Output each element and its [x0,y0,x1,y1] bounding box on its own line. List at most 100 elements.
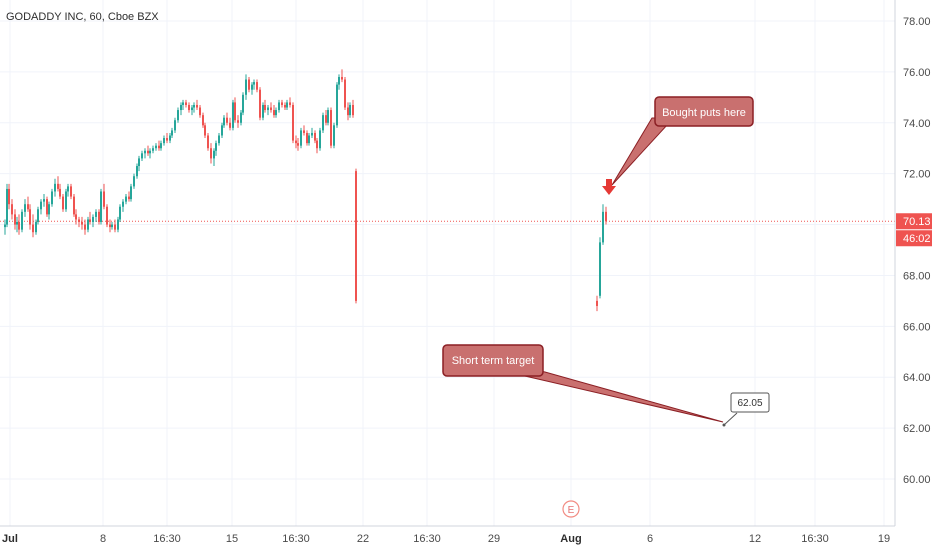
candle [267,104,269,116]
candle-body [330,110,332,146]
candle-body [40,201,42,210]
candle-body [106,206,108,225]
candle-body [308,135,310,144]
candle [599,237,601,299]
candle-body [333,125,335,146]
candle-body [59,188,61,197]
candle-body [4,224,6,228]
candle-body [125,196,127,202]
candle [147,145,149,156]
candle [349,102,351,118]
candle [229,117,231,131]
candle [226,112,228,126]
candle [84,219,86,235]
candle [213,148,215,167]
last-price-label: 70.13 [903,216,931,228]
candle-body [199,107,201,116]
candle [221,122,223,139]
candle-body [196,104,198,108]
x-tick-label: 16:30 [801,533,829,545]
candle-body [92,216,94,223]
candle [27,196,29,212]
candle-body [319,130,321,149]
down-arrow-shaft [606,179,612,186]
candle [251,82,253,95]
candle [149,148,151,159]
candle-body [136,166,138,177]
candle-body [51,191,53,205]
candle-body [180,104,182,111]
candle-body [182,102,184,105]
candle-body [130,186,132,200]
candle-body [43,199,45,202]
candle [295,135,297,149]
candle-body [207,135,209,149]
candle-body [297,143,299,146]
earnings-marker-icon: E [562,500,580,518]
candle [100,188,102,225]
candle-body [223,117,225,126]
candle-body [338,76,340,85]
candle-body [163,138,165,144]
candle-body [141,153,143,159]
candle [35,219,37,235]
candle-body [270,107,272,111]
y-tick-label: 74.00 [903,118,931,130]
candle [204,122,206,139]
candle-body [599,242,601,296]
candle [242,92,244,116]
candle [59,183,61,200]
candle [210,143,212,164]
candle-body [174,120,176,131]
candle-body [70,186,72,197]
candle-body [171,130,173,136]
candle-body [14,214,16,225]
candle-body [349,104,351,116]
candle-body [322,115,324,131]
candle-body [119,206,121,220]
candle-body [202,115,204,126]
x-tick-label: 6 [647,533,653,545]
candle-body [341,76,343,80]
candle [106,204,108,228]
candle-body [35,222,37,233]
candle [51,188,53,207]
candle-body [355,171,357,301]
candle-body [98,211,100,223]
target-price-dot [722,423,726,427]
candle [57,176,59,192]
candle-body [75,214,77,220]
candle [109,219,111,233]
candle [180,102,182,116]
candle [4,219,6,235]
candle-body [78,219,80,223]
candle-body [114,224,116,230]
candle-body [234,102,236,121]
candle [14,209,16,230]
candle [605,206,607,225]
candle [191,104,193,116]
candle [327,107,329,126]
candle-body [122,201,124,207]
candle [253,79,255,90]
candle-body [62,196,64,210]
candle-body [138,158,140,167]
candle [40,199,42,215]
candle [199,104,201,118]
candle [6,183,8,228]
candle-body [16,222,18,225]
y-tick-label: 66.00 [903,321,931,333]
candle [264,99,266,113]
candle-body [253,82,255,85]
candle [169,132,171,144]
candle-body [240,112,242,123]
countdown-tag [896,230,932,247]
candle-body [185,102,187,105]
down-arrow-head [602,186,616,195]
candle [32,214,34,238]
candle [259,87,261,121]
candle-body [259,89,261,118]
candle-body [18,222,20,230]
candle [133,173,135,189]
